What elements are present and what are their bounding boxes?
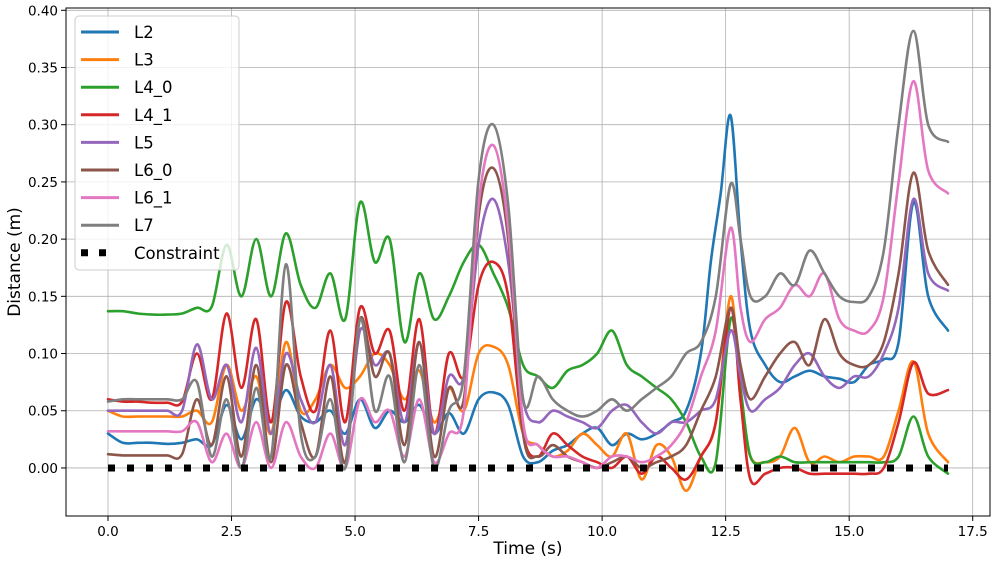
y-tick-label: 0.35 xyxy=(28,60,58,76)
y-tick-label: 0.40 xyxy=(28,3,58,19)
series-l2-line xyxy=(106,113,950,465)
plot-area xyxy=(106,29,950,493)
legend: L2 L3 L4_0 L4_1 L5 L6_0 L6_1 L7 Constraint xyxy=(74,15,240,271)
x-tick-label: 15.0 xyxy=(834,524,864,540)
legend-label-l4-0: L4_0 xyxy=(134,78,172,98)
y-tick-label: 0.05 xyxy=(28,404,58,420)
y-tick-label: 0.15 xyxy=(28,289,58,305)
legend-box xyxy=(74,15,240,271)
x-tick-label: 7.5 xyxy=(468,524,489,540)
y-tick-label: 0.25 xyxy=(28,175,58,191)
legend-label-l2: L2 xyxy=(134,23,154,42)
y-tick-label: 0.30 xyxy=(28,118,58,134)
y-axis-label: Distance (m) xyxy=(5,207,25,317)
x-tick-label: 5.0 xyxy=(344,524,365,540)
series-l4-1-line xyxy=(106,260,950,486)
axes-frame xyxy=(65,7,991,517)
x-tick-label: 0.0 xyxy=(97,524,118,540)
x-tick-label: 12.5 xyxy=(711,524,741,540)
legend-label-constraint: Constraint xyxy=(134,244,220,263)
legend-label-l7: L7 xyxy=(134,216,154,235)
legend-label-l6-0: L6_0 xyxy=(134,161,172,181)
x-tick-label: 17.5 xyxy=(958,524,988,540)
legend-label-l4-1: L4_1 xyxy=(134,106,172,126)
y-tick-label: 0.20 xyxy=(28,232,58,248)
x-axis-ticks: 0.0 2.5 5.0 7.5 10.0 12.5 15.0 17.5 xyxy=(97,516,988,540)
series-l7-line xyxy=(106,29,950,471)
y-axis-ticks: 0.00 0.05 0.10 0.15 0.20 0.25 0.30 0.35 0.40 xyxy=(28,3,66,477)
legend-label-l3: L3 xyxy=(134,51,154,70)
axes xyxy=(65,7,991,517)
legend-label-l5: L5 xyxy=(134,133,154,152)
legend-label-l6-1: L6_1 xyxy=(134,189,172,209)
x-axis-label: Time (s) xyxy=(492,539,562,559)
series-l4-0-line xyxy=(106,200,950,475)
series-l6-1-line xyxy=(106,79,950,471)
y-tick-label: 0.00 xyxy=(28,461,58,477)
y-tick-label: 0.10 xyxy=(28,347,58,363)
x-tick-label: 10.0 xyxy=(587,524,617,540)
x-tick-label: 2.5 xyxy=(221,524,242,540)
